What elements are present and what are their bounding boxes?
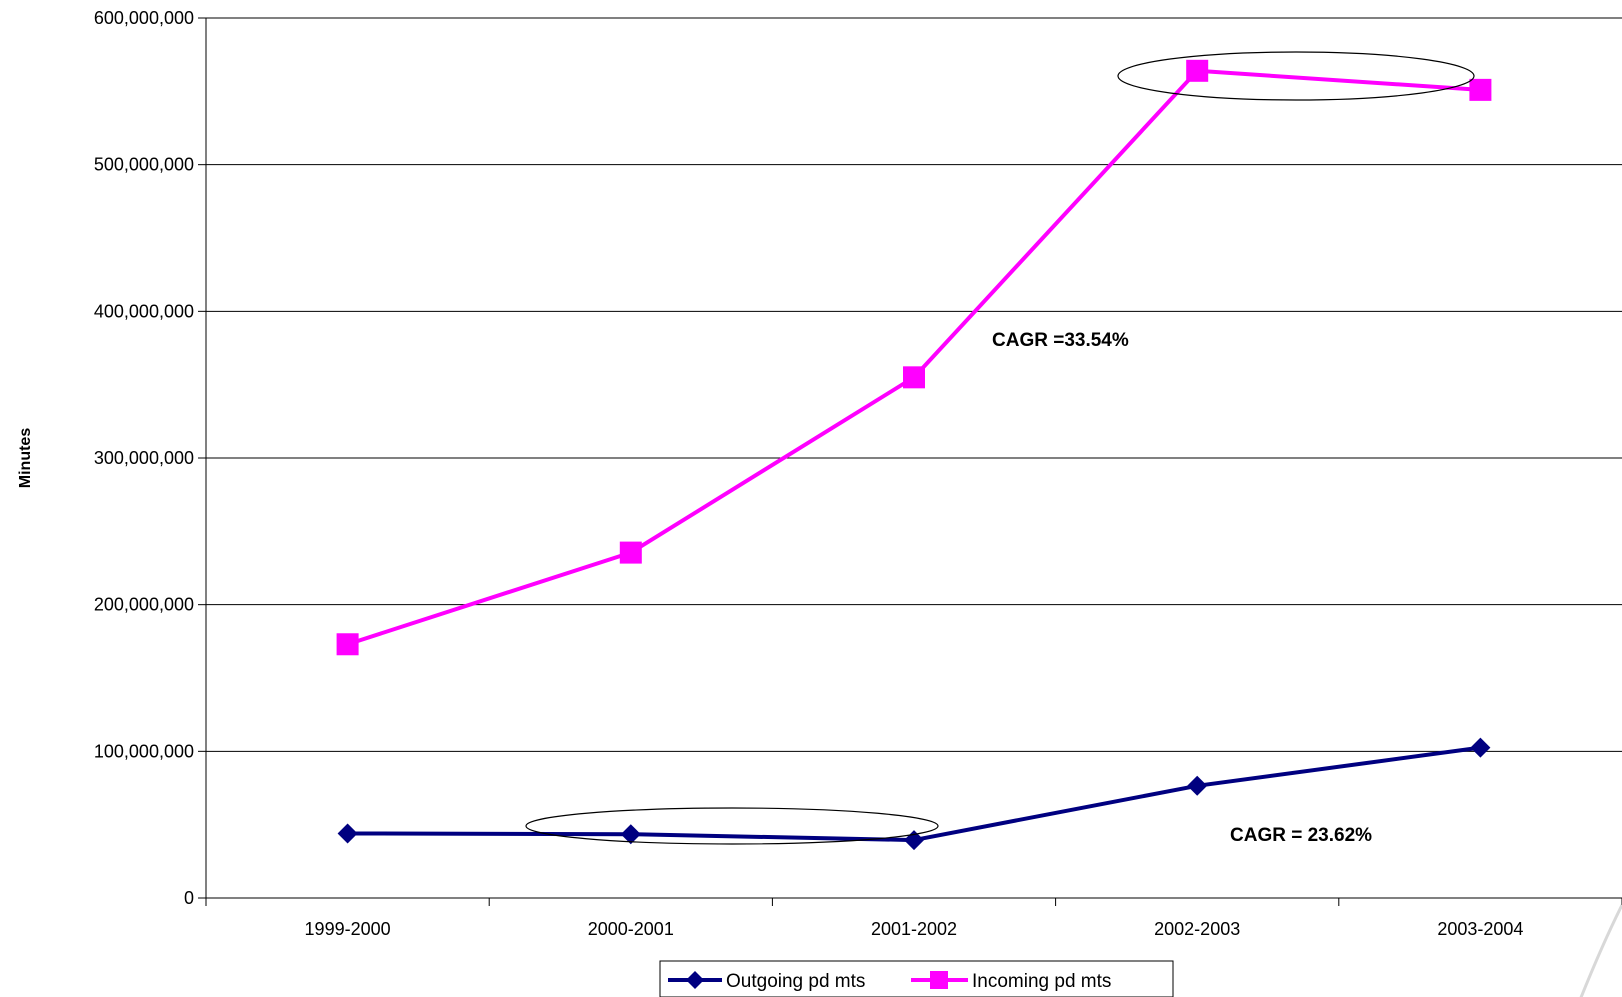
axes: [198, 17, 1622, 906]
y-tick-label: 0: [184, 888, 194, 908]
y-tick-label: 600,000,000: [94, 8, 194, 28]
data-point: [1470, 737, 1491, 758]
y-tick-label: 100,000,000: [94, 741, 194, 761]
x-tick-label: 2001-2002: [871, 919, 957, 939]
data-point: [619, 541, 642, 564]
y-axis-title: Minutes: [17, 428, 34, 489]
data-point: [1187, 775, 1208, 796]
y-tick-label: 500,000,000: [94, 155, 194, 175]
series-incoming: [336, 59, 1492, 656]
series-layer: [336, 59, 1492, 851]
corner-decoration: [1579, 904, 1622, 997]
data-point: [336, 633, 359, 656]
data-point: [620, 824, 641, 845]
annotation-cagr-outgoing: CAGR = 23.62%: [1230, 825, 1372, 846]
series-line: [346, 68, 1481, 647]
legend: Outgoing pd mts Incoming pd mts: [659, 960, 1174, 997]
series-outgoing: [337, 737, 1491, 851]
legend-label-outgoing: Outgoing pd mts: [726, 971, 865, 992]
gridlines: [206, 17, 1622, 752]
legend-label-incoming: Incoming pd mts: [972, 971, 1111, 992]
highlight-ellipses: [525, 51, 1475, 845]
data-point: [1469, 78, 1492, 101]
x-tick-label: 2000-2001: [588, 919, 674, 939]
legend-item-incoming: Incoming pd mts: [911, 971, 1111, 992]
y-tick-label: 300,000,000: [94, 448, 194, 468]
annotation-cagr-incoming: CAGR =33.54%: [992, 330, 1129, 351]
legend-marker-incoming: [930, 971, 948, 989]
y-tick-labels: 0 100,000,000 200,000,000 300,000,000 400,00…: [94, 8, 194, 908]
data-point: [337, 823, 358, 844]
highlight-ellipse-outgoing: [525, 807, 939, 845]
x-tick-labels: 1999-2000 2000-2001 2001-2002 2002-2003 2003…: [305, 919, 1524, 939]
data-point: [1186, 59, 1209, 82]
legend-marker-outgoing: [686, 971, 704, 989]
legend-item-outgoing: Outgoing pd mts: [668, 971, 865, 992]
highlight-ellipse-incoming: [1117, 51, 1475, 101]
x-tick-label: 2003-2004: [1437, 919, 1523, 939]
data-point: [903, 366, 925, 389]
x-tick-label: 2002-2003: [1154, 919, 1240, 939]
y-tick-label: 200,000,000: [94, 595, 194, 615]
x-tick-label: 1999-2000: [305, 919, 391, 939]
y-tick-label: 400,000,000: [94, 301, 194, 321]
